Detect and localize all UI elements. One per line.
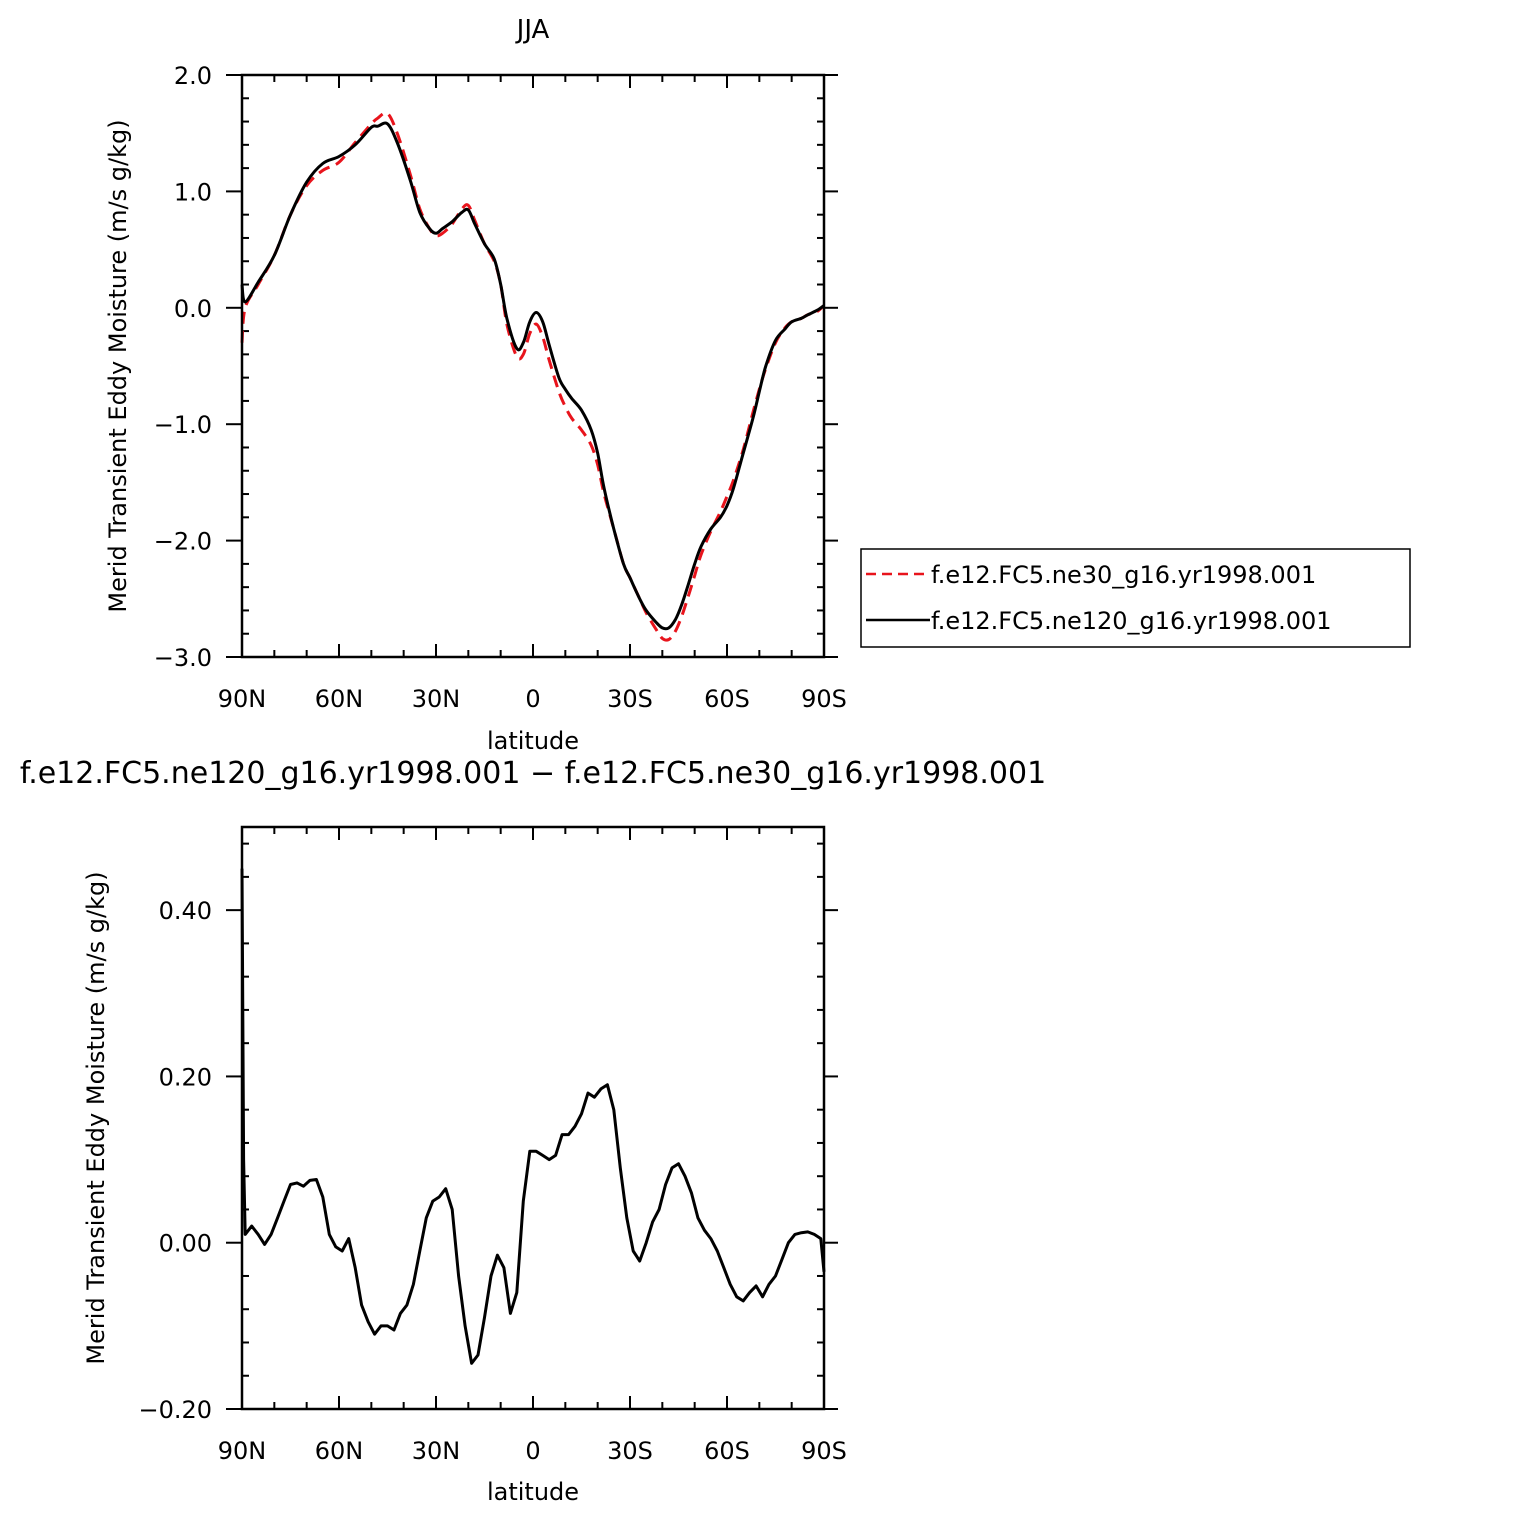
x-tick-label: 30N (412, 1437, 461, 1465)
y-tick-label: −0.20 (138, 1396, 212, 1424)
series-line-difference (240, 868, 826, 1365)
y-tick-label: 0.40 (159, 897, 212, 925)
x-axis-label: latitude (487, 727, 579, 755)
x-tick-label: 30N (412, 685, 461, 713)
x-tick-label: 60N (315, 685, 364, 713)
legend-label-ne30: f.e12.FC5.ne30_g16.yr1998.001 (931, 561, 1316, 589)
y-axis-label: Merid Transient Eddy Moisture (m/s g/kg) (82, 871, 110, 1364)
y-tick-labels: 0.40 0.20 0.00 −0.20 (138, 897, 212, 1424)
x-axis-label: latitude (487, 1478, 579, 1506)
chart-title: f.e12.FC5.ne120_g16.yr1998.001 − f.e12.F… (20, 756, 1046, 791)
x-tick-label: 90N (218, 1437, 267, 1465)
series-line-f-e12-fc5-ne120-g16-yr1998-001 (240, 121, 825, 631)
series-lines (240, 111, 826, 642)
y-axis-label: Merid Transient Eddy Moisture (m/s g/kg) (104, 119, 132, 612)
difference-chart-panel: f.e12.FC5.ne120_g16.yr1998.001 − f.e12.F… (20, 756, 1046, 1506)
x-tick-label: 30S (607, 1437, 653, 1465)
legend-label-ne120: f.e12.FC5.ne120_g16.yr1998.001 (931, 607, 1332, 635)
legend-box (860, 548, 1411, 648)
x-tick-label: 0 (525, 685, 540, 713)
y-tick-label: 0.00 (159, 1230, 212, 1258)
y-tick-label: −3.0 (154, 644, 212, 672)
y-tick-label: 1.0 (174, 178, 212, 206)
x-tick-label: 60S (704, 1437, 750, 1465)
y-tick-label: −2.0 (154, 528, 212, 556)
tick-marks (226, 827, 838, 1410)
tick-marks (226, 74, 838, 658)
series-line-f-e12-fc5-ne30-g16-yr1998-001 (240, 111, 826, 642)
x-tick-label: 90S (801, 1437, 847, 1465)
top-chart-panel: JJA Merid Transient Eddy Moisture (m/s g… (104, 15, 1411, 755)
x-tick-label: 60N (315, 1437, 364, 1465)
x-tick-labels: 90N 60N 30N 0 30S 60S 90S (218, 1437, 847, 1465)
series-lines (240, 868, 826, 1365)
plot-frame (240, 825, 826, 1411)
y-tick-label: 2.0 (174, 62, 212, 90)
x-tick-label: 90N (218, 685, 267, 713)
x-tick-label: 0 (525, 1437, 540, 1465)
x-tick-label: 90S (801, 685, 847, 713)
plot-frame (240, 73, 826, 659)
y-tick-label: 0.0 (174, 295, 212, 323)
y-tick-label: 0.20 (159, 1063, 212, 1091)
x-tick-labels: 90N 60N 30N 0 30S 60S 90S (218, 685, 847, 713)
legend: f.e12.FC5.ne30_g16.yr1998.001 f.e12.FC5.… (860, 548, 1411, 648)
x-tick-label: 30S (607, 685, 653, 713)
y-tick-labels: 2.0 1.0 0.0 −1.0 −2.0 −3.0 (154, 62, 212, 672)
chart-title: JJA (515, 15, 550, 45)
y-tick-label: −1.0 (154, 411, 212, 439)
x-tick-label: 60S (704, 685, 750, 713)
